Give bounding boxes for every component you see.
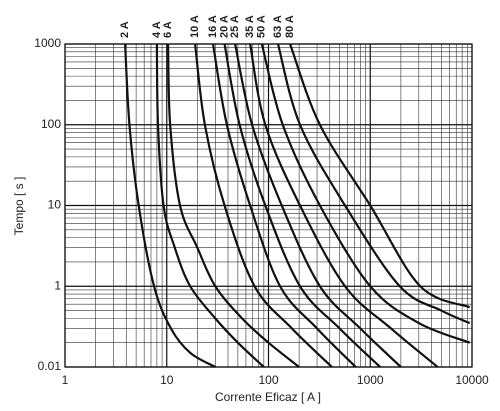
curve-label: 6 A xyxy=(162,21,174,38)
fuse-curve xyxy=(194,43,333,368)
x-tick-label: 100 xyxy=(258,373,278,387)
x-axis-label: Corrente Eficaz [ A ] xyxy=(215,390,321,404)
y-tick-label: 10 xyxy=(48,198,62,212)
y-tick-label: 100 xyxy=(41,117,61,131)
y-tick-label: 1000 xyxy=(34,36,61,50)
curve-label: 20 A xyxy=(218,15,230,38)
fuse-curve xyxy=(166,43,300,368)
fuse-curve xyxy=(223,43,381,368)
x-tick-label: 10 xyxy=(160,373,174,387)
curve-label: 4 A xyxy=(151,21,163,38)
fuse-curve xyxy=(234,43,402,368)
fuse-curve xyxy=(260,43,471,344)
y-tick-label: 0.01 xyxy=(38,359,62,373)
fuse-curve xyxy=(249,43,439,368)
x-tick-label: 10000 xyxy=(455,373,489,387)
curve-label: 25 A xyxy=(229,15,241,38)
x-tick-label: 1 xyxy=(62,373,69,387)
fuse-curve xyxy=(289,43,471,309)
x-tick-label: 1000 xyxy=(357,373,384,387)
curve-label: 50 A xyxy=(256,15,268,38)
y-axis-label: Tempo [ s ] xyxy=(12,177,26,236)
curve-label: 10 A xyxy=(189,15,201,38)
fuse-curve xyxy=(211,43,357,368)
fuse-curve xyxy=(276,43,471,325)
fuse-curve xyxy=(124,43,216,368)
curve-label: 35 A xyxy=(244,15,256,38)
plot-frame xyxy=(64,43,473,368)
curve-label: 16 A xyxy=(207,15,219,38)
curve-label: 63 A xyxy=(272,15,284,38)
curve-label: 2 A xyxy=(119,21,131,38)
y-tick-label: 1 xyxy=(54,278,61,292)
fuse-curve xyxy=(155,43,265,368)
curve-label: 80 A xyxy=(284,15,296,38)
